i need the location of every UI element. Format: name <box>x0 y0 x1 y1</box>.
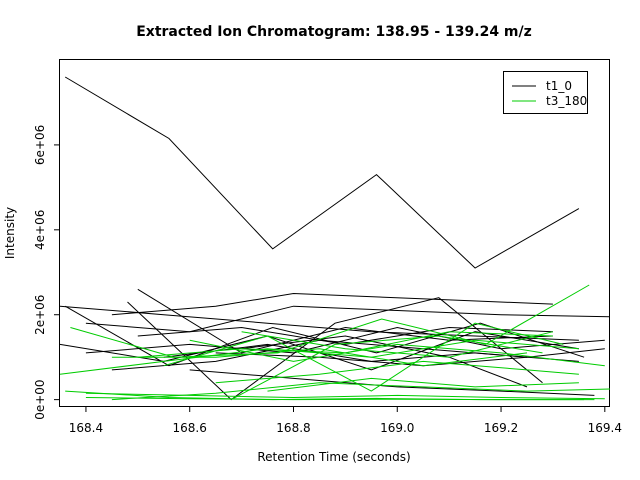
series-line-t1_0-10 <box>137 326 553 345</box>
series-line-t1_0-14 <box>241 335 528 388</box>
x-tick-label: 168.6 <box>173 421 207 435</box>
series-line-t1_0-7 <box>127 297 543 401</box>
plot-frame <box>59 59 610 407</box>
series-line-t3_180-21 <box>163 322 564 392</box>
legend-box <box>503 71 588 114</box>
x-axis: 168.4 168.6 168.8 169.0 169.2 169.4 <box>69 406 622 435</box>
series-line-t3_180-25 <box>241 331 554 358</box>
series-line-t3_180-24 <box>230 335 543 401</box>
y-tick-label: 0e+00 <box>33 379 47 419</box>
x-tick-label: 168.4 <box>69 421 103 435</box>
x-axis-label: Retention Time (seconds) <box>257 450 410 464</box>
series-line-t3_180-19 <box>111 382 611 401</box>
series-line-t1_0-6 <box>137 288 553 354</box>
series-line-t3_180-28 <box>85 397 595 401</box>
series-line-t1_0-8 <box>85 326 605 354</box>
x-tick-label: 168.8 <box>276 421 310 435</box>
y-tick-label: 2e+06 <box>33 295 47 335</box>
legend-label-t1_0: t1_0 <box>546 79 572 93</box>
series-line-t1_0-1 <box>59 305 579 341</box>
series-line-t3_180-15 <box>70 284 590 358</box>
series-line-t1_0-0 <box>64 76 580 269</box>
x-tick-label: 169.4 <box>588 421 622 435</box>
y-tick-label: 4e+06 <box>33 210 47 250</box>
series-line-t3_180-17 <box>85 392 605 400</box>
series-line-t3_180-26 <box>267 377 579 392</box>
series-line-t1_0-12 <box>189 369 595 396</box>
series-line-t3_180-23 <box>215 360 579 384</box>
x-tick-label: 169.0 <box>380 421 414 435</box>
series-layer <box>59 76 611 401</box>
y-axis: 0e+00 2e+06 4e+06 6e+06 <box>33 125 60 420</box>
legend: t1_0 t3_180 <box>503 71 588 114</box>
legend-label-t3_180: t3_180 <box>546 94 587 108</box>
x-tick-label: 169.2 <box>484 421 518 435</box>
series-line-t1_0-5 <box>111 292 553 316</box>
y-tick-label: 6e+06 <box>33 125 47 165</box>
series-line-t3_180-22 <box>189 339 605 367</box>
chart-title: Extracted Ion Chromatogram: 138.95 - 139… <box>136 24 532 40</box>
series-line-t1_0-4 <box>85 305 611 333</box>
series-line-t3_180-27 <box>111 348 528 367</box>
y-axis-label: Intensity <box>3 207 17 259</box>
